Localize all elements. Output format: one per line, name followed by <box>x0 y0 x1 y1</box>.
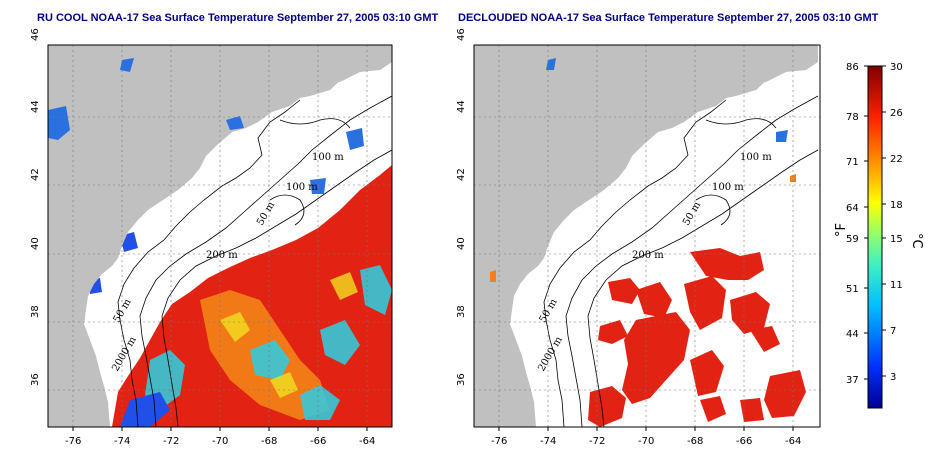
right-map-frame <box>473 44 821 428</box>
colorbar-f-label: 51 <box>846 284 859 295</box>
colorbar <box>867 65 883 409</box>
right-graticule <box>474 45 820 427</box>
left-lat-label: 42 <box>30 168 41 181</box>
right-lon-label: -70 <box>638 436 654 447</box>
right-lat-label: 40 <box>456 237 467 250</box>
left-sst-yellow-patches <box>220 272 358 398</box>
colorbar-f-label: 86 <box>846 62 859 73</box>
right-lon-label: -66 <box>736 436 752 447</box>
left-lon-label: -66 <box>310 436 326 447</box>
left-lon-label: -76 <box>65 436 81 447</box>
right-bathymetry-contours <box>543 95 819 427</box>
left-bathymetry-contours <box>117 95 392 427</box>
left-lon-label: -64 <box>359 436 375 447</box>
right-lon-label: -68 <box>687 436 703 447</box>
colorbar-f-label: 37 <box>846 375 859 386</box>
left-lon-label: -70 <box>212 436 228 447</box>
right-contour-label-2: 100 m <box>712 182 744 193</box>
left-lat-label: 40 <box>30 237 41 250</box>
right-sst-warm-patches <box>588 248 806 427</box>
right-lat-label: 38 <box>456 305 467 318</box>
left-lon-ticks <box>72 427 368 431</box>
left-lon-label: -68 <box>261 436 277 447</box>
left-lat-label: 44 <box>30 100 41 113</box>
colorbar-f-label: 64 <box>846 203 859 214</box>
colorbar-c-label: 30 <box>890 62 903 73</box>
left-lat-label: 38 <box>30 305 41 318</box>
right-lon-label: -72 <box>589 436 605 447</box>
right-map <box>474 45 820 427</box>
right-lon-label: -64 <box>785 436 801 447</box>
colorbar-c-label: 22 <box>890 154 903 165</box>
left-lon-label: -74 <box>114 436 130 447</box>
left-contour-label-4: 200 m <box>206 250 238 261</box>
left-lat-label: 46 <box>30 28 41 41</box>
right-lat-label: 46 <box>456 28 467 41</box>
colorbar-c-label: 11 <box>890 280 903 291</box>
colorbar-f-label: 71 <box>846 157 859 168</box>
left-sst-warm-field <box>112 165 392 427</box>
right-lat-label: 44 <box>456 100 467 113</box>
right-lat-label: 36 <box>456 373 467 386</box>
colorbar-fahrenheit-unit: °F <box>834 223 849 237</box>
colorbar-f-label: 44 <box>846 329 859 340</box>
colorbar-c-label: 18 <box>890 200 903 211</box>
colorbar-f-label: 59 <box>846 234 859 245</box>
right-contour-label-4: 200 m <box>632 250 664 261</box>
left-graticule <box>48 45 392 427</box>
left-lat-label: 36 <box>30 373 41 386</box>
colorbar-ticks <box>864 65 886 380</box>
colorbar-c-label: 15 <box>890 234 903 245</box>
colorbar-c-label: 26 <box>890 108 903 119</box>
colorbar-f-label: 78 <box>846 112 859 123</box>
right-lon-ticks <box>498 427 794 431</box>
right-lat-label: 42 <box>456 168 467 181</box>
colorbar-celsius-unit: °C <box>909 233 924 249</box>
left-map <box>48 45 392 427</box>
left-contour-label-2: 100 m <box>286 182 318 193</box>
colorbar-c-label: 7 <box>890 326 896 337</box>
right-contour-label-1: 100 m <box>740 152 772 163</box>
right-lon-label: -76 <box>491 436 507 447</box>
left-lon-label: -72 <box>163 436 179 447</box>
right-lon-label: -74 <box>540 436 556 447</box>
right-panel-title: DECLOUDED NOAA-17 Sea Surface Temperatur… <box>458 12 879 24</box>
left-panel-title: RU COOL NOAA-17 Sea Surface Temperature … <box>37 12 439 24</box>
colorbar-c-label: 3 <box>890 372 896 383</box>
left-contour-label-1: 100 m <box>312 152 344 163</box>
